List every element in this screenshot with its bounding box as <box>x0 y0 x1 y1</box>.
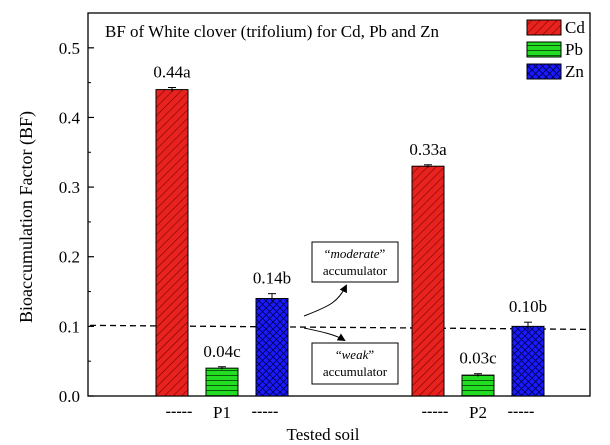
annotation-quote-close: ” <box>368 347 374 362</box>
data-label: 0.10b <box>509 297 547 316</box>
plot-border <box>87 12 591 397</box>
data-label: 0.03c <box>459 349 497 368</box>
x-axis-label: Tested soil <box>287 425 360 444</box>
category-dash-right: ----- <box>508 403 535 420</box>
bar-pb-p2 <box>461 374 495 397</box>
data-labels-layer: 0.44a 0.33a 0.04c 0.03c 0.14b 0.10b <box>153 63 547 368</box>
annotation-box <box>311 241 399 283</box>
annotation-emphasis: moderate <box>330 246 379 261</box>
y-tick-label: 0.0 <box>59 387 80 406</box>
legend-swatch-zn <box>526 63 562 80</box>
legend: Cd Pb Zn <box>526 18 585 81</box>
axis-layer: 0.0 0.1 0.2 0.3 0.4 0.5 P1 ----- ----- P2 ----- ---… <box>59 12 535 422</box>
bar-cd-p2 <box>411 165 445 397</box>
annotation-quote-open: “ <box>325 246 331 261</box>
category-label: P1 <box>213 403 231 422</box>
y-tick-label: 0.2 <box>59 248 80 267</box>
data-label: 0.44a <box>153 63 191 82</box>
category-dash-left: ----- <box>422 403 449 420</box>
category-dash-right: ----- <box>252 403 279 420</box>
y-axis-label: Bioaccumulation Factor (BF) <box>16 111 37 323</box>
annotation-quote-open: “ <box>336 347 342 362</box>
y-tick-label: 0.1 <box>59 317 80 336</box>
annotation-quote-close: ” <box>380 246 386 261</box>
legend-swatch-pb <box>526 41 562 58</box>
category-dash-left: ----- <box>166 403 193 420</box>
annotations-layer: “moderate”accumulator“weak”accumulator <box>303 241 399 385</box>
data-label: 0.33a <box>409 140 447 159</box>
y-tick-label: 0.3 <box>59 178 80 197</box>
plot-frame <box>87 12 591 397</box>
legend-label-zn: Zn <box>565 62 584 81</box>
bar-cd-p1 <box>155 89 189 397</box>
category-label: P2 <box>469 403 487 422</box>
y-tick-label: 0.4 <box>59 108 81 127</box>
bar-pb-p1 <box>205 367 239 397</box>
annotation-title: “moderate” <box>325 246 386 261</box>
data-label: 0.14b <box>253 269 291 288</box>
annotation-subtitle: accumulator <box>323 364 388 379</box>
legend-label-cd: Cd <box>565 18 585 37</box>
legend-label-pb: Pb <box>565 40 583 59</box>
data-label: 0.04c <box>203 342 241 361</box>
annotation-title: “weak” <box>336 347 375 362</box>
annotation-box <box>311 342 399 385</box>
bars-layer <box>155 87 545 397</box>
annotation-arrow <box>303 284 347 317</box>
annotation-subtitle: accumulator <box>323 263 388 278</box>
legend-swatch-cd <box>526 19 562 36</box>
chart-title: BF of White clover (trifolium) for Cd, P… <box>105 22 439 41</box>
annotation-emphasis: weak <box>342 347 369 362</box>
bar-zn-p2 <box>511 325 545 397</box>
annotation-arrow <box>303 327 346 342</box>
y-tick-label: 0.5 <box>59 39 80 58</box>
bar-zn-p1 <box>255 298 289 397</box>
